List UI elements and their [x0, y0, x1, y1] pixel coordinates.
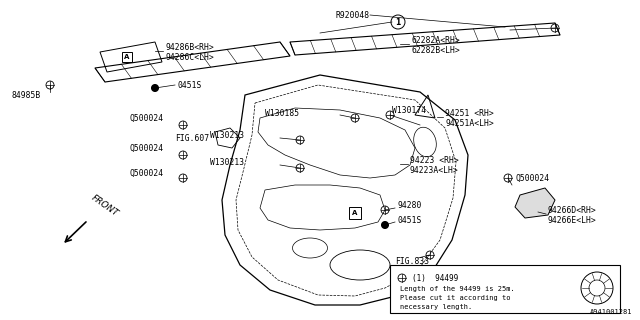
Circle shape	[381, 221, 388, 228]
Polygon shape	[95, 42, 290, 82]
Text: W130185: W130185	[265, 108, 299, 117]
Text: Q500024: Q500024	[130, 143, 164, 153]
Text: 84985B: 84985B	[12, 91, 41, 100]
Text: Q500024: Q500024	[515, 173, 549, 182]
Text: 94251 <RH>: 94251 <RH>	[445, 108, 493, 117]
Text: 0451S: 0451S	[398, 215, 422, 225]
Text: 1: 1	[396, 18, 401, 27]
Text: W130213: W130213	[210, 131, 244, 140]
Text: A: A	[352, 210, 358, 216]
Text: 0451S: 0451S	[178, 81, 202, 90]
Text: 94223 <RH>: 94223 <RH>	[410, 156, 459, 164]
Text: FRONT: FRONT	[90, 193, 120, 218]
Text: W130213: W130213	[210, 157, 244, 166]
Text: 94286C<LH>: 94286C<LH>	[165, 52, 214, 61]
Text: 62282A<RH>: 62282A<RH>	[412, 36, 461, 44]
Text: 94223A<LH>: 94223A<LH>	[410, 165, 459, 174]
Text: 94266E<LH>: 94266E<LH>	[548, 215, 596, 225]
Text: necessary length.: necessary length.	[400, 304, 472, 310]
Polygon shape	[515, 188, 555, 218]
Text: R920048: R920048	[336, 11, 370, 20]
Text: Q500024: Q500024	[130, 114, 164, 123]
Text: 94286B<RH>: 94286B<RH>	[165, 43, 214, 52]
Text: FIG.833: FIG.833	[395, 258, 429, 267]
Text: FIG.607: FIG.607	[175, 133, 209, 142]
Text: (1)  94499: (1) 94499	[412, 274, 458, 283]
Bar	[122, 52, 132, 62]
Text: Q500024: Q500024	[130, 169, 164, 178]
Text: Please cut it according to: Please cut it according to	[400, 295, 511, 301]
Text: 62282B<LH>: 62282B<LH>	[412, 45, 461, 54]
Text: 94251A<LH>: 94251A<LH>	[445, 118, 493, 127]
Text: A: A	[124, 54, 130, 60]
Bar	[390, 265, 620, 313]
Text: 94266D<RH>: 94266D<RH>	[548, 205, 596, 214]
Bar	[349, 207, 361, 219]
Text: A941001281: A941001281	[589, 309, 632, 315]
Polygon shape	[290, 23, 560, 55]
Text: W130174: W130174	[392, 106, 426, 115]
Text: 94280: 94280	[398, 201, 422, 210]
Circle shape	[152, 84, 159, 92]
Text: Length of the 94499 is 25m.: Length of the 94499 is 25m.	[400, 286, 515, 292]
